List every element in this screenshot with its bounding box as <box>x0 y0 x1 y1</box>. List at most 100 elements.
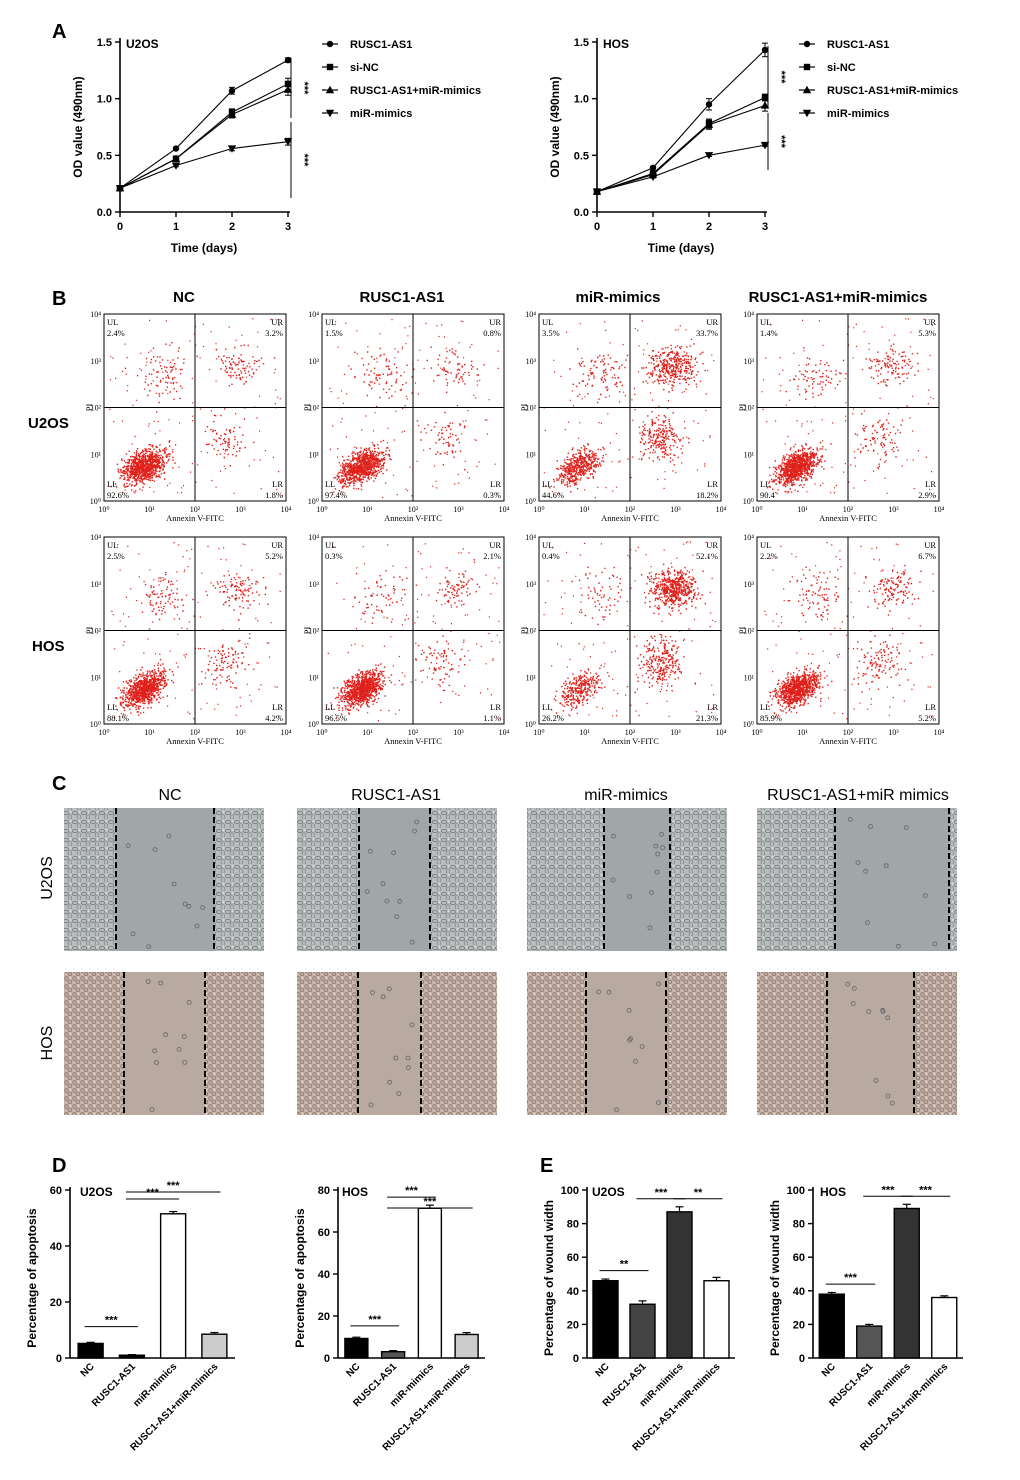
quadrant-value-ul: 2.5% <box>107 551 125 561</box>
x-tick-label: 10⁴ <box>281 728 292 737</box>
quadrant-label-ll: LL <box>760 479 770 489</box>
quadrant-label-lr: LR <box>490 479 501 489</box>
bar-rusc1-as1 <box>856 1325 883 1359</box>
floating-cells <box>596 981 661 1113</box>
flow-dots <box>329 319 499 499</box>
significance-label: ** <box>620 1259 629 1271</box>
y-tick-label: 1.5 <box>574 37 589 49</box>
x-tick-label: 10³ <box>670 728 681 737</box>
y-tick-label: 40 <box>567 1286 579 1298</box>
quadrant-label-ul: UL <box>542 540 553 550</box>
y-tick-label: 0 <box>324 1353 330 1365</box>
x-tick-label: 10⁴ <box>281 505 292 514</box>
chart-title: HOS <box>820 1185 846 1199</box>
significance-label: *** <box>775 135 787 149</box>
dot-cloud-ll <box>333 663 393 720</box>
quadrant-value-ur: 6.7% <box>918 551 936 561</box>
quadrant-value-ur: 3.2% <box>265 328 283 338</box>
quadrant-value-ul: 3.5% <box>542 328 560 338</box>
x-tick-label: 10⁰ <box>98 505 109 514</box>
quadrant-value-ul: 2.2% <box>760 551 778 561</box>
x-tick-label-nc: NC <box>594 1361 612 1379</box>
quadrant-value-lr: 21.3% <box>696 713 718 723</box>
bar-rusc1-as1 <box>380 1350 406 1359</box>
flow-dots <box>761 318 936 497</box>
flow-dots <box>327 543 501 722</box>
flow-dots <box>543 541 718 720</box>
floating-cells <box>125 833 206 949</box>
x-tick-label: 10¹ <box>797 728 808 737</box>
quadrant-label-lr: LR <box>707 702 718 712</box>
dot-cloud-ul <box>352 570 418 624</box>
y-axis-label: Percentage of wound width <box>768 1200 782 1356</box>
y-tick-label: 10¹ <box>309 450 320 459</box>
chart-title: U2OS <box>592 1185 625 1199</box>
y-tick-label: 10⁰ <box>743 720 754 729</box>
quadrant-label-ul: UL <box>760 540 771 550</box>
y-tick-label: 1.0 <box>574 94 589 106</box>
y-axis-label: PI <box>302 627 312 635</box>
quadrant-label-ll: LL <box>325 702 335 712</box>
dot-cloud-ll <box>115 659 179 716</box>
wound-image-u2os-nc <box>64 808 264 951</box>
flow-col-header-combo: RUSC1-AS1+miR-mimics <box>749 289 928 306</box>
y-tick-label: 10³ <box>744 580 755 589</box>
x-tick-label: 10⁰ <box>98 728 109 737</box>
bar-mir-mimics <box>666 1211 693 1359</box>
y-tick-label: 10⁴ <box>308 533 319 542</box>
significance-label: *** <box>167 1180 181 1192</box>
x-tick-label: 3 <box>762 221 768 233</box>
quadrant-label-ll: LL <box>325 479 335 489</box>
quadrant-value-ur: 5.2% <box>265 551 283 561</box>
wound-col-header-mir-mimics: miR-mimics <box>584 787 668 804</box>
wound-image-u2os-rusc1-as1 <box>297 808 497 951</box>
x-tick-label: 10⁰ <box>751 728 762 737</box>
y-tick-label: 0 <box>799 1353 805 1365</box>
y-tick-label: 10² <box>309 404 320 413</box>
y-tick-label: 10² <box>91 627 102 636</box>
wound-healing-images <box>64 808 957 1115</box>
dot-cloud-lr <box>634 633 685 694</box>
legend-entry-rusc1-as1: RUSC1-AS1 <box>827 39 889 51</box>
bar-mir-mimics <box>417 1207 443 1359</box>
x-tick-label: 10³ <box>235 505 246 514</box>
quadrant-value-ll: 88.1% <box>107 713 129 723</box>
quadrant-value-lr: 1.1% <box>483 713 501 723</box>
dot-cloud-ll <box>333 439 392 490</box>
panel-label-e: E <box>540 1155 553 1177</box>
dot-cloud-ur <box>865 343 919 387</box>
x-axis-label: Annexin V-FITC <box>601 513 659 523</box>
x-tick-label: 10¹ <box>144 728 155 737</box>
bar-nc <box>344 1337 369 1359</box>
y-axis-label: PI <box>519 404 529 412</box>
quadrant-value-lr: 1.8% <box>265 490 283 500</box>
wound-gap <box>586 972 666 1115</box>
y-tick-label: 40 <box>318 1269 330 1281</box>
bar-rusc1-as1-mir-mimics <box>201 1333 228 1359</box>
y-tick-label: 10⁰ <box>525 720 536 729</box>
data-point-mir-mimics <box>283 138 293 146</box>
series-line-rusc1-as1-mir-mimics <box>119 89 289 189</box>
legend-entry-rusc1-as1: RUSC1-AS1 <box>350 39 412 51</box>
wound-image-hos-mir-mimics <box>527 972 727 1115</box>
quadrant-value-ll: 44.6% <box>542 490 564 500</box>
dot-cloud-lr <box>854 413 904 469</box>
floating-cells <box>364 819 420 945</box>
series-line-mir-mimics <box>119 141 289 189</box>
quadrant-value-lr: 18.2% <box>696 490 718 500</box>
quadrant-label-ul: UL <box>542 317 553 327</box>
x-tick-label: 10⁰ <box>316 728 327 737</box>
y-axis-label: PI <box>84 404 94 412</box>
data-point-mir-mimics <box>227 145 237 153</box>
y-tick-label: 1.5 <box>97 37 112 49</box>
legend-marker-mir-mimics <box>802 109 812 118</box>
y-tick-label: 10¹ <box>91 673 102 682</box>
wound-image-hos-rusc1-as1 <box>297 972 497 1115</box>
y-tick-label: 10³ <box>309 357 320 366</box>
bar-rusc1-as1-mir-mimics <box>931 1296 958 1359</box>
quadrant-label-ur: UR <box>924 540 936 550</box>
legend-entry-si-nc: si-NC <box>350 62 379 74</box>
series-line-mir-mimics <box>596 144 766 193</box>
